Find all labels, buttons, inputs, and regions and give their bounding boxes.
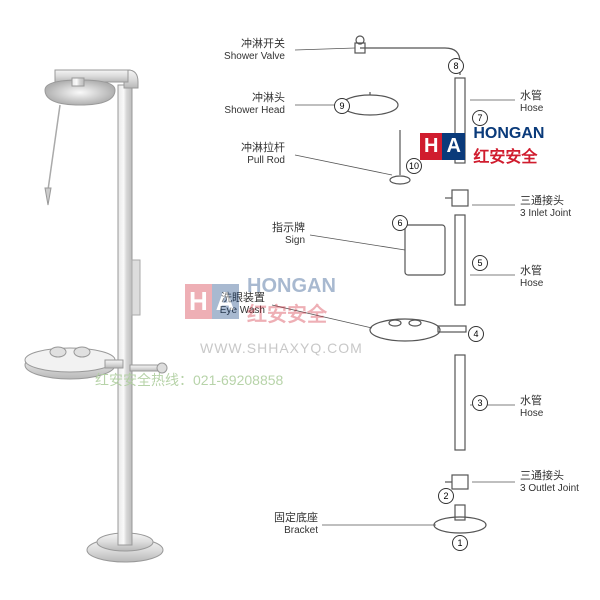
label-eye-wash: 洗眼装置 Eye Wash (165, 292, 265, 317)
num-3: 3 (472, 395, 488, 411)
num-6: 6 (392, 215, 408, 231)
label-pull-rod: 冲淋拉杆 Pull Rod (175, 142, 285, 167)
label-outlet-joint: 三通接头 3 Outlet Joint (520, 470, 579, 495)
num-9: 9 (334, 98, 350, 114)
label-hose-top: 水管 Hose (520, 90, 543, 115)
label-inlet-joint: 三通接头 3 Inlet Joint (520, 195, 571, 220)
assembled-product (25, 70, 167, 562)
num-8: 8 (448, 58, 464, 74)
num-2: 2 (438, 488, 454, 504)
num-1: 1 (452, 535, 468, 551)
logo-top-right: HA HONGAN 红安安全 (420, 125, 544, 167)
diagram-svg (0, 0, 600, 600)
exploded-parts (342, 36, 486, 533)
url-watermark: WWW.SHHAXYQ.COM (200, 340, 363, 356)
num-4: 4 (468, 326, 484, 342)
label-bracket: 固定底座 Bracket (238, 512, 318, 537)
num-7: 7 (472, 110, 488, 126)
label-hose-mid: 水管 Hose (520, 265, 543, 290)
label-shower-valve: 冲淋开关 Shower Valve (165, 38, 285, 63)
num-5: 5 (472, 255, 488, 271)
label-shower-head: 冲淋头 Shower Head (175, 92, 285, 117)
hotline-text: 红安安全热线：021-69208858 (95, 370, 283, 390)
label-hose-low: 水管 Hose (520, 395, 543, 420)
label-sign: 指示牌 Sign (225, 222, 305, 247)
